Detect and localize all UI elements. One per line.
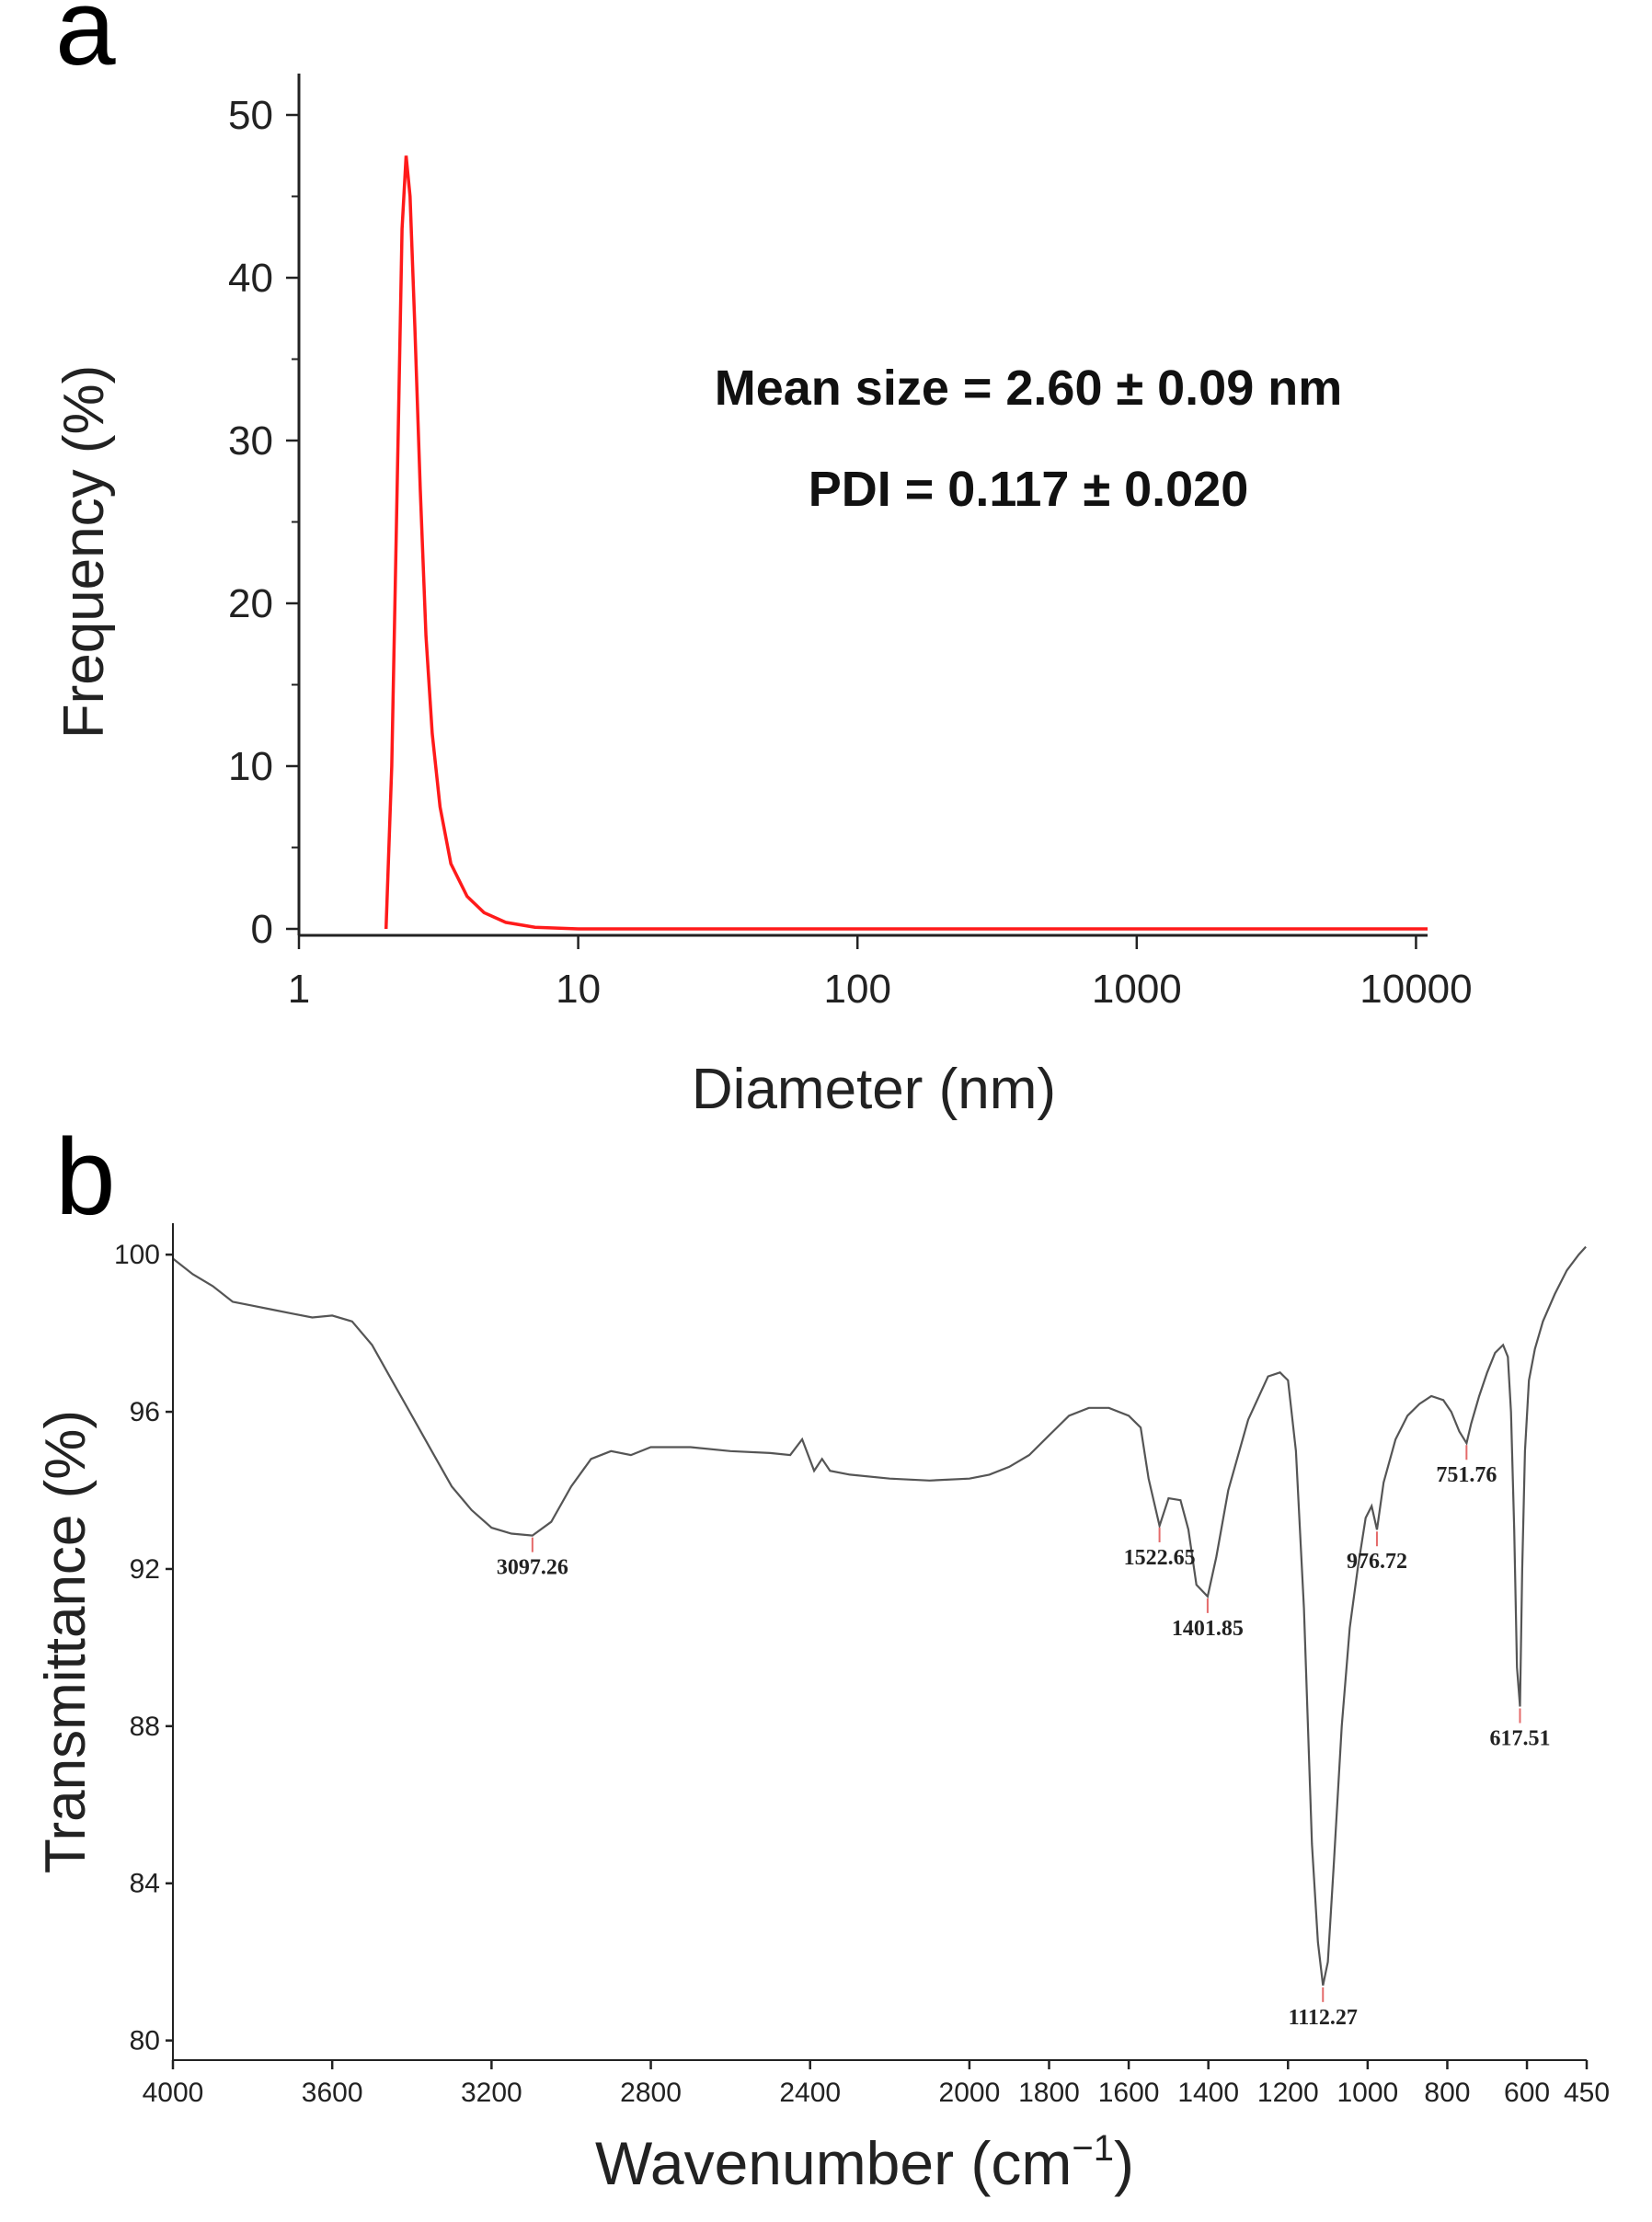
peak-labels: 3097.26 1522.65 1401.85 1112.27 976.72 751.76… bbox=[497, 1445, 1550, 2030]
y-tick-label: 0 bbox=[251, 907, 273, 952]
panel-b-y-axis-label: Transmittance (%) bbox=[34, 1410, 98, 1873]
x-tick-label: 1 bbox=[288, 967, 310, 1012]
peak-label: 1522.65 bbox=[1124, 1546, 1196, 1570]
panel-b-label: b bbox=[55, 1117, 116, 1238]
peak-label: 617.51 bbox=[1489, 1726, 1550, 1750]
x-tick-label: 1200 bbox=[1257, 2078, 1319, 2108]
x-tick-label: 100 bbox=[824, 967, 891, 1012]
y-tick-label: 40 bbox=[228, 256, 273, 301]
x-tick-label: 4000 bbox=[143, 2078, 204, 2108]
peak-label: 3097.26 bbox=[497, 1556, 568, 1580]
y-tick-label: 30 bbox=[228, 418, 273, 464]
x-tick-label: 450 bbox=[1564, 2078, 1610, 2108]
peak-label: 1112.27 bbox=[1289, 2006, 1358, 2030]
distribution-curve bbox=[384, 155, 1428, 931]
x-tick-label: 1600 bbox=[1098, 2078, 1160, 2108]
panel-b-x-axis-label: Wavenumber (cm−1) bbox=[595, 2128, 1134, 2197]
y-tick-label: 20 bbox=[228, 581, 273, 626]
y-tick-label: 88 bbox=[130, 1712, 160, 1742]
x-tick-label: 3200 bbox=[461, 2078, 522, 2108]
y-tick-label: 92 bbox=[130, 1554, 160, 1585]
x-tick-label: 2800 bbox=[620, 2078, 682, 2108]
panel-a-y-axis-label: Frequency (%) bbox=[52, 365, 116, 739]
pdi-annotation: PDI = 0.117 ± 0.020 bbox=[809, 462, 1249, 517]
y-tick-label: 10 bbox=[228, 744, 273, 789]
mean-size-annotation: Mean size = 2.60 ± 0.09 nm bbox=[715, 361, 1343, 416]
panel-a-x-axis-label: Diameter (nm) bbox=[692, 1058, 1056, 1121]
x-tick-label: 10 bbox=[556, 967, 601, 1012]
y-tick-label: 100 bbox=[114, 1240, 160, 1270]
x-tick-label: 2000 bbox=[939, 2078, 1001, 2108]
y-tick-label: 96 bbox=[130, 1397, 160, 1427]
x-tick-label: 1000 bbox=[1092, 967, 1182, 1012]
panel-a-ticks: 0 10 20 30 40 50 1 10 100 1000 10000 bbox=[228, 93, 1473, 1012]
x-tick-label: 600 bbox=[1504, 2078, 1550, 2108]
x-tick-label: 3600 bbox=[302, 2078, 363, 2108]
panel-b-ftir-chart: b 80 84 88 92 96 100 4000 3600 3200 2800 2400 2000 1… bbox=[34, 1117, 1610, 2197]
peak-label: 1401.85 bbox=[1172, 1617, 1244, 1641]
y-tick-label: 50 bbox=[228, 93, 273, 138]
panel-a-label: a bbox=[55, 0, 116, 88]
x-tick-label: 800 bbox=[1424, 2078, 1470, 2108]
panel-a-distribution-chart: a 0 10 20 30 40 50 1 10 100 1000 10000 Frequency (… bbox=[52, 0, 1473, 1121]
ftir-spectrum-curve bbox=[172, 1245, 1587, 1987]
x-tick-label: 1400 bbox=[1177, 2078, 1239, 2108]
x-tick-label: 1800 bbox=[1018, 2078, 1080, 2108]
y-tick-label: 84 bbox=[130, 1869, 160, 1899]
x-tick-label: 2400 bbox=[779, 2078, 841, 2108]
peak-label: 751.76 bbox=[1436, 1463, 1497, 1487]
y-tick-label: 80 bbox=[130, 2026, 160, 2056]
panel-b-ticks: 80 84 88 92 96 100 4000 3600 3200 2800 2400 2000 180… bbox=[114, 1240, 1610, 2108]
peak-label: 976.72 bbox=[1347, 1550, 1407, 1574]
x-tick-label: 10000 bbox=[1359, 967, 1472, 1012]
x-tick-label: 1000 bbox=[1337, 2078, 1398, 2108]
